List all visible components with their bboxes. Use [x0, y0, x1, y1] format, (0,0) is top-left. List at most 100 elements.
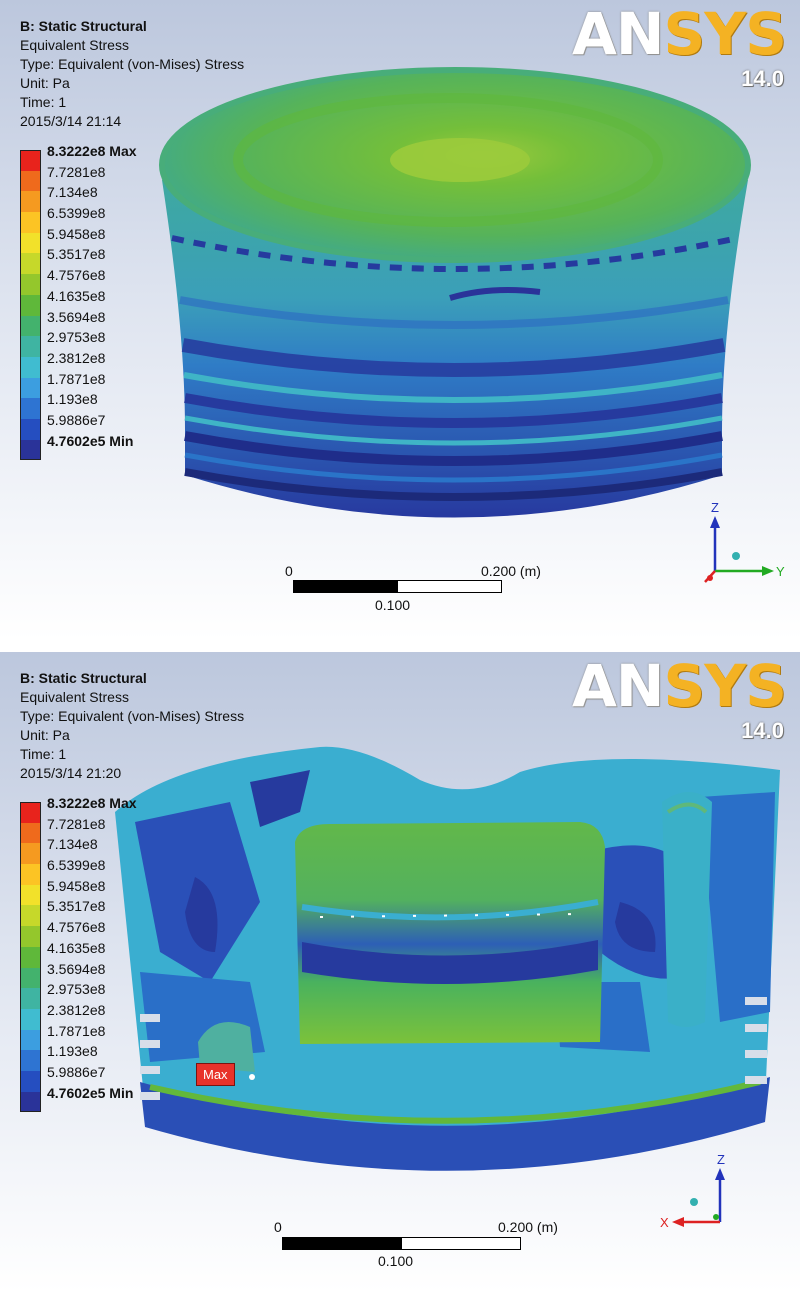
legend-swatch: [20, 1070, 41, 1092]
result-name: Equivalent Stress: [20, 689, 129, 705]
legend-value-label: 6.5399e8: [47, 205, 106, 222]
result-viewport-exterior[interactable]: B: Static Structural Equivalent Stress T…: [0, 0, 800, 640]
legend-value-label: 5.9886e7: [47, 411, 106, 428]
legend-value-label: 7.7281e8: [47, 163, 106, 180]
result-viewport-section[interactable]: B: Static Structural Equivalent Stress T…: [0, 652, 800, 1292]
analysis-title: B: Static Structural: [20, 18, 147, 34]
legend-value-label: 5.3517e8: [47, 898, 106, 915]
scale-bar-light: [401, 1237, 521, 1250]
legend-swatch: [20, 212, 41, 233]
analysis-title: B: Static Structural: [20, 670, 147, 686]
legend-swatch: [20, 1050, 41, 1071]
logo-text-sys: SYS: [663, 0, 787, 68]
scale-right-label: 0.200 (m): [498, 1219, 558, 1235]
axis-triad[interactable]: Z X: [660, 1152, 760, 1237]
legend-swatch: [20, 191, 41, 213]
scale-left-label: 0: [274, 1219, 282, 1235]
scale-bar-dark: [293, 580, 398, 593]
scale-mid-label: 0.100: [375, 597, 411, 613]
legend-value-label: 2.9753e8: [47, 981, 106, 998]
legend-swatch: [20, 946, 41, 968]
legend-swatch: [20, 253, 41, 275]
legend-swatch: [20, 377, 41, 399]
version-label: 14.0: [741, 718, 784, 743]
legend-swatch: [20, 905, 41, 927]
legend-value-label: 2.3812e8: [47, 349, 106, 366]
legend-value-label: 6.5399e8: [47, 857, 106, 874]
legend-swatch: [20, 967, 41, 989]
ansys-logo: ANSYS 14.0: [572, 657, 787, 744]
axis-y-label: Y: [776, 564, 785, 579]
legend-value-label: 4.7602e5 Min: [47, 432, 134, 449]
piston-exterior-model[interactable]: [0, 0, 800, 640]
legend-swatch: [20, 1091, 41, 1113]
scale-bar-light: [397, 580, 502, 593]
piston-section-model[interactable]: [0, 652, 800, 1292]
legend-value-label: 4.7602e5 Min: [47, 1084, 134, 1101]
legend-swatch: [20, 988, 41, 1009]
scale-right-label: 0.200 (m): [481, 563, 541, 579]
legend-value-label: 1.193e8: [47, 1043, 98, 1060]
result-timestamp: 2015/3/14 21:14: [20, 113, 122, 129]
result-time: Time: 1: [20, 746, 67, 762]
legend-swatch: [20, 336, 41, 357]
legend-swatch: [20, 926, 41, 947]
result-unit: Unit: Pa: [20, 75, 70, 91]
result-unit: Unit: Pa: [20, 727, 70, 743]
ansys-logo: ANSYS 14.0: [572, 5, 787, 92]
legend-swatch: [20, 439, 41, 461]
legend-value-label: 5.9458e8: [47, 225, 106, 242]
legend-value-label: 7.134e8: [47, 184, 98, 201]
logo-text-sys: SYS: [663, 652, 787, 720]
legend-swatch: [20, 294, 41, 316]
legend-value-label: 1.193e8: [47, 391, 98, 408]
max-stress-probe-tag[interactable]: Max: [196, 1063, 235, 1086]
logo-text-an: AN: [572, 652, 664, 720]
result-time: Time: 1: [20, 94, 67, 110]
scale-mid-label: 0.100: [378, 1253, 414, 1269]
legend-value-label: 5.3517e8: [47, 246, 106, 263]
result-info-block: B: Static Structural Equivalent Stress T…: [20, 669, 244, 783]
result-info-block: B: Static Structural Equivalent Stress T…: [20, 17, 244, 131]
axis-x-label: X: [660, 1215, 669, 1230]
result-timestamp: 2015/3/14 21:20: [20, 765, 122, 781]
legend-swatch: [20, 843, 41, 865]
legend-value-label: 5.9458e8: [47, 877, 106, 894]
legend-swatch: [20, 398, 41, 419]
legend-value-label: 5.9886e7: [47, 1063, 106, 1080]
legend-swatch: [20, 822, 41, 844]
legend-swatch: [20, 418, 41, 440]
legend-value-label: 7.134e8: [47, 836, 98, 853]
legend-value-label: 4.1635e8: [47, 287, 106, 304]
logo-text-an: AN: [572, 0, 664, 68]
legend-value-label: 4.1635e8: [47, 939, 106, 956]
legend-value-label: 4.7576e8: [47, 919, 106, 936]
axis-z-label: Z: [717, 1152, 725, 1167]
legend-swatch: [20, 884, 41, 906]
axis-triad[interactable]: Z Y: [690, 498, 790, 593]
legend-value-label: 4.7576e8: [47, 267, 106, 284]
legend-value-label: 7.7281e8: [47, 815, 106, 832]
legend-swatch: [20, 356, 41, 378]
result-type: Type: Equivalent (von-Mises) Stress: [20, 708, 245, 724]
scale-bar-dark: [282, 1237, 402, 1250]
legend-value-label: 3.5694e8: [47, 960, 106, 977]
legend-value-label: 1.7871e8: [47, 1022, 106, 1039]
legend-swatch: [20, 1029, 41, 1051]
legend-value-label: 8.3222e8 Max: [47, 795, 137, 811]
legend-value-label: 3.5694e8: [47, 308, 106, 325]
legend-swatch: [20, 802, 41, 823]
result-type: Type: Equivalent (von-Mises) Stress: [20, 56, 245, 72]
scale-left-label: 0: [285, 563, 293, 579]
axis-z-label: Z: [711, 500, 719, 515]
legend-swatch: [20, 274, 41, 295]
legend-value-label: 1.7871e8: [47, 370, 106, 387]
result-name: Equivalent Stress: [20, 37, 129, 53]
legend-value-label: 8.3222e8 Max: [47, 143, 137, 159]
legend-swatch: [20, 315, 41, 337]
legend-value-label: 2.3812e8: [47, 1001, 106, 1018]
legend-swatch: [20, 170, 41, 192]
legend-swatch: [20, 1008, 41, 1030]
legend-value-label: 2.9753e8: [47, 329, 106, 346]
legend-swatch: [20, 150, 41, 171]
